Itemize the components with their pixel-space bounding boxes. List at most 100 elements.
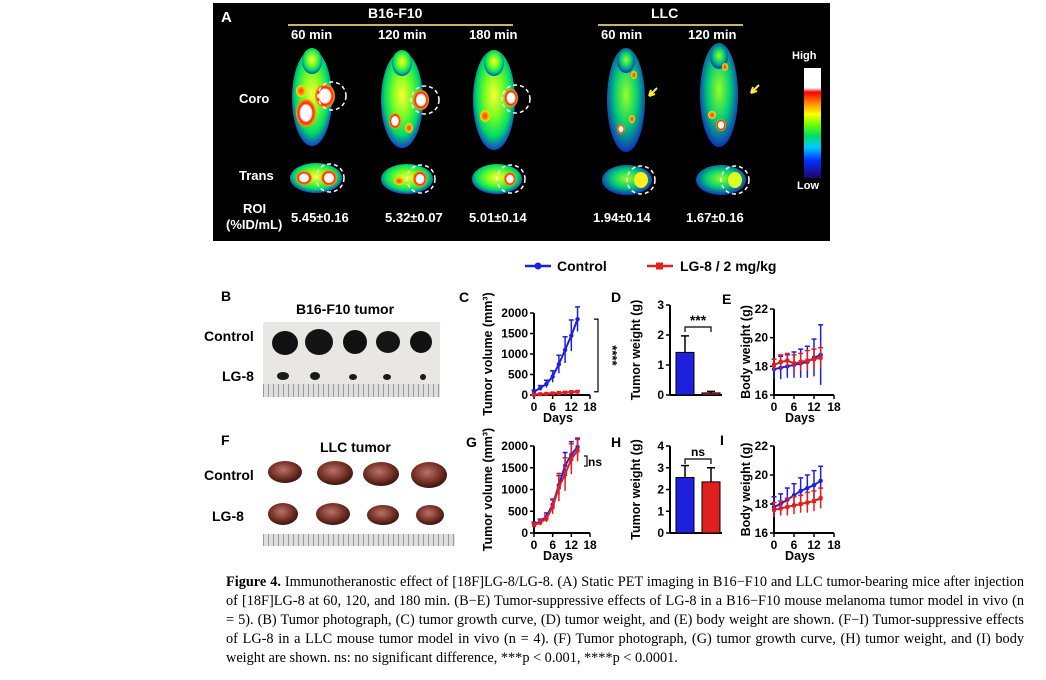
data-point (538, 520, 543, 525)
roi-label: ROI (243, 201, 267, 216)
x-tick-label: 18 (583, 400, 597, 414)
y-tick-label: 0 (657, 526, 664, 540)
bar-control (675, 477, 695, 534)
intensity-colorbar (804, 68, 821, 178)
x-tick-label: 18 (583, 538, 597, 552)
y-tick-label: 2000 (501, 306, 528, 320)
x-axis-label: Days (543, 549, 573, 563)
data-point (778, 360, 783, 365)
time-label: 120 min (378, 27, 427, 42)
y-tick-label: 16 (755, 526, 769, 540)
b16-tumor-shapes (272, 329, 432, 380)
x-tick-label: 0 (771, 400, 778, 414)
data-point (538, 385, 543, 391)
roi-value: 5.45±0.16 (291, 210, 349, 225)
data-point (785, 358, 790, 363)
panel-b-row-control: Control (204, 328, 254, 344)
pet-mouse-images (290, 43, 760, 195)
data-point (544, 391, 549, 396)
bar-lg8 (701, 481, 721, 534)
data-point (575, 316, 580, 322)
data-point (798, 360, 803, 365)
panel-f-title: LLC tumor (320, 439, 391, 455)
data-point (563, 472, 568, 477)
data-point (538, 392, 543, 397)
bar-lg8 (701, 392, 721, 396)
y-axis-label: Tumor weight (g) (629, 439, 643, 539)
row-label-trans: Trans (239, 168, 274, 183)
significance-bracket (594, 318, 599, 393)
y-axis-label: Body weight (g) (739, 305, 753, 399)
time-label: 60 min (601, 27, 643, 42)
panel-f-row-lg8: LG-8 (212, 508, 244, 524)
data-point (575, 448, 580, 453)
x-axis-label: Days (785, 549, 815, 563)
roi-value: 1.67±0.16 (686, 210, 744, 225)
coronal-image-llc-60 (607, 48, 658, 152)
data-point (798, 502, 803, 506)
data-point (569, 457, 574, 462)
panel-letter-c: C (459, 289, 470, 305)
data-point (792, 361, 796, 366)
x-tick-label: 6 (549, 400, 556, 414)
caption-label: Figure 4. (226, 574, 281, 590)
x-tick-label: 12 (807, 400, 821, 414)
data-point (550, 391, 555, 396)
y-tick-label: 2 (657, 328, 664, 342)
group-label-llc: LLC (651, 5, 679, 21)
significance-bracket (584, 455, 588, 467)
time-label: 180 min (469, 27, 518, 42)
y-axis-label: Tumor volume (mm³) (481, 428, 495, 551)
llc-tumor-photo (263, 458, 455, 550)
data-point (818, 478, 823, 483)
panel-letter-f: F (221, 432, 230, 448)
x-axis-label: Days (543, 411, 573, 425)
y-tick-label: 22 (755, 439, 769, 453)
y-tick-label: 1000 (501, 483, 528, 497)
data-point (818, 496, 823, 501)
y-tick-label: 0 (657, 388, 664, 402)
panel-letter-d: D (611, 289, 622, 305)
data-point (778, 506, 783, 511)
y-tick-label: 2000 (501, 439, 528, 453)
y-tick-label: 22 (755, 302, 769, 316)
legend-control-marker (534, 262, 542, 270)
panel-letter-h: H (611, 434, 622, 450)
x-tick-label: 6 (549, 538, 556, 552)
y-axis-label: Tumor volume (mm³) (481, 292, 495, 415)
y-tick-label: 20 (755, 331, 769, 345)
chart-d-tumor-weight-b16: 0 1 2 3 Tumor weight (g) *** (629, 298, 722, 402)
panel-b-row-lg8: LG-8 (222, 368, 254, 384)
panel-letter-i: I (720, 432, 724, 448)
data-point (785, 504, 790, 509)
y-tick-label: 500 (508, 504, 528, 518)
data-point (556, 390, 561, 395)
data-point (532, 392, 536, 397)
data-point (805, 358, 810, 363)
data-point (544, 381, 549, 387)
caption-text: Immunotheranostic effect of [18F]LG-8/LG… (226, 574, 1024, 666)
data-point (562, 347, 568, 353)
data-point (812, 357, 816, 362)
y-tick-label: 2 (657, 483, 664, 497)
time-label: 120 min (688, 27, 737, 42)
coronal-image-b16-120 (381, 50, 440, 148)
data-point (556, 485, 561, 490)
x-tick-label: 6 (791, 400, 798, 414)
significance-bracket (684, 326, 712, 332)
data-point (792, 503, 796, 508)
time-label: 60 min (291, 27, 333, 42)
llc-tumor-shapes (268, 461, 447, 525)
x-tick-label: 12 (565, 400, 579, 414)
roi-unit-label: (%ID/mL) (226, 217, 283, 232)
panel-letter-b: B (221, 288, 232, 304)
y-tick-label: 1000 (501, 347, 528, 361)
data-point (798, 488, 803, 494)
y-tick-label: 500 (508, 368, 528, 382)
y-tick-label: 0 (521, 388, 528, 402)
panel-b-title: B16-F10 tumor (296, 301, 395, 317)
roi-value: 5.01±0.14 (469, 210, 527, 225)
bar-control (675, 351, 695, 396)
significance-bracket (684, 458, 712, 464)
data-point (550, 374, 555, 379)
